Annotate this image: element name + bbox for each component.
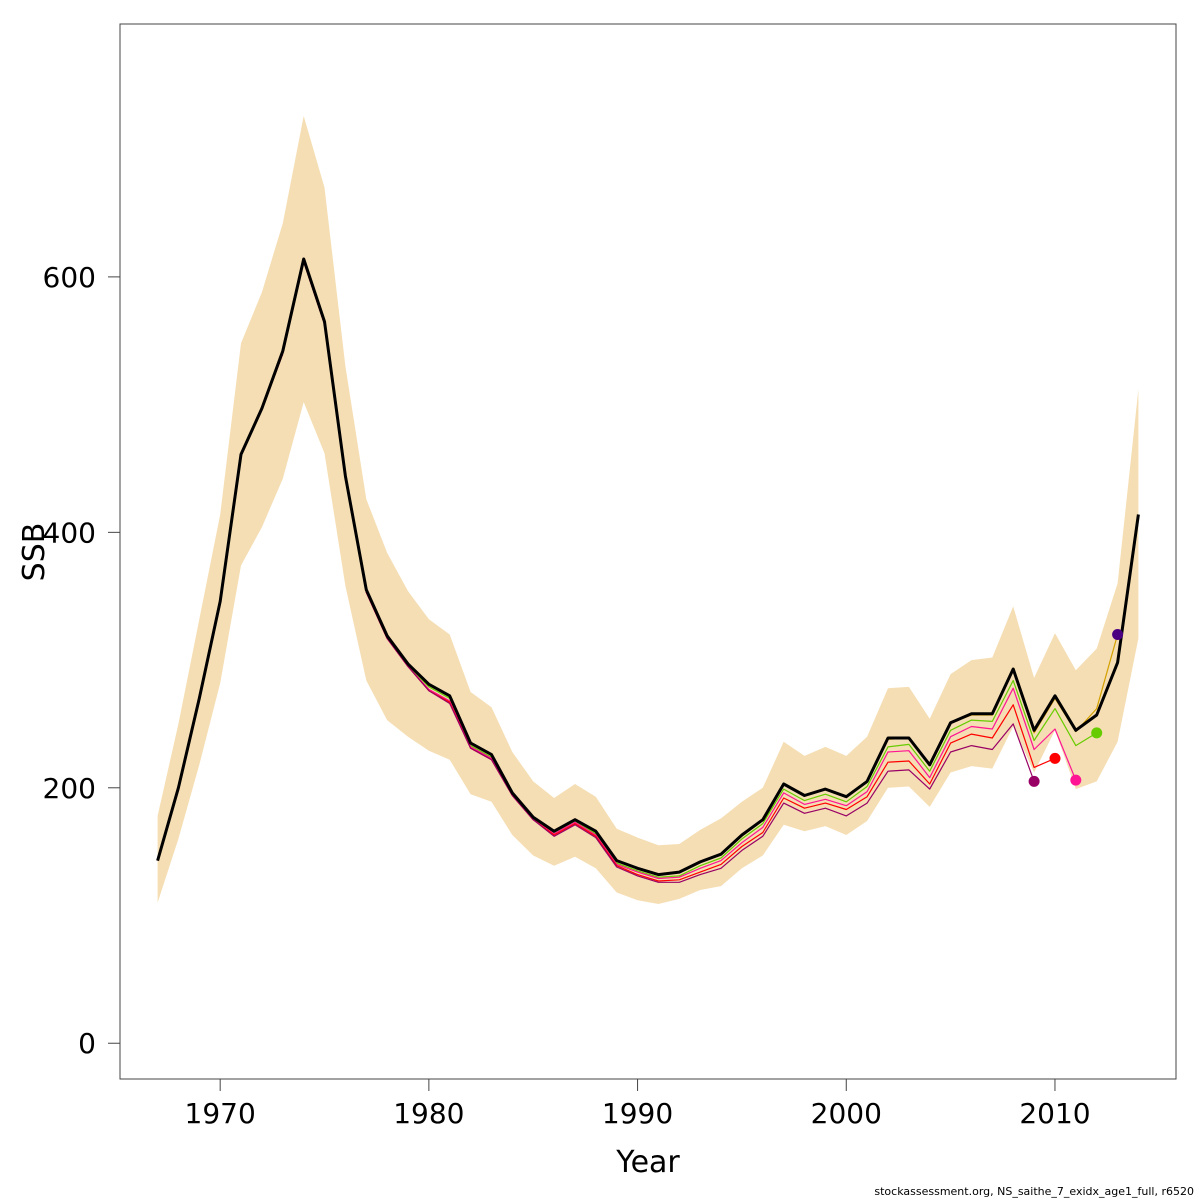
- y-tick-label: 400: [43, 516, 96, 549]
- confidence-band-layer: [157, 116, 1139, 904]
- series-end-point-2: [1091, 727, 1103, 739]
- series-line-main: [156, 257, 1140, 877]
- series-end-point-3: [1070, 774, 1082, 786]
- marker-layer: [1028, 629, 1124, 787]
- y-tick-label: 600: [43, 261, 96, 294]
- y-tick-label: 0: [78, 1027, 96, 1060]
- series-end-point-1: [1112, 629, 1124, 640]
- x-tick-label: 2000: [811, 1097, 882, 1130]
- series-layer: [156, 257, 1140, 883]
- x-tick-label: 1990: [602, 1097, 673, 1130]
- confidence-band: [157, 116, 1139, 904]
- y-axis-title: SSB: [17, 523, 52, 582]
- x-axis: 1970 1980 1990 2000 2010: [185, 1078, 1091, 1130]
- series-end-point-4: [1049, 752, 1061, 764]
- x-tick-label: 2010: [1019, 1097, 1090, 1130]
- footer-credit: stockassessment.org, NS_saithe_7_exidx_a…: [874, 1185, 1194, 1198]
- x-tick-label: 1970: [185, 1097, 256, 1130]
- x-axis-title: Year: [615, 1145, 680, 1180]
- y-tick-label: 200: [43, 772, 96, 805]
- x-tick-label: 1980: [393, 1097, 464, 1130]
- series-end-point-5: [1028, 775, 1040, 787]
- y-axis: 0 200 400 600: [43, 261, 121, 1060]
